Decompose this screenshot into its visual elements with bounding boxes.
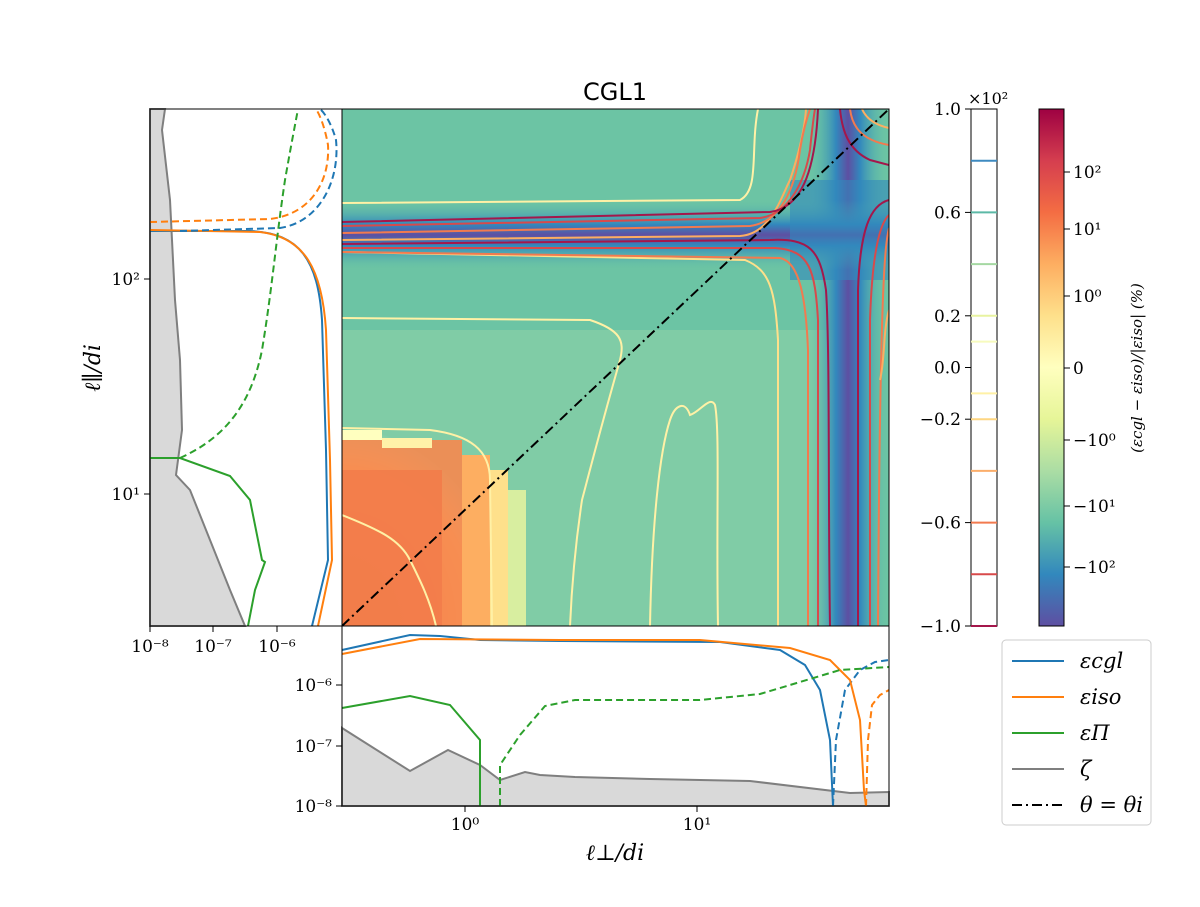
contour-colorbar-tick-label: 1.0	[934, 100, 961, 120]
left-panel	[149, 108, 338, 627]
left-panel-frame	[149, 108, 343, 627]
contour-line	[861, 109, 889, 129]
main-colorbar	[1038, 108, 1065, 627]
contour-line	[342, 251, 809, 626]
bottom-x-tick-label: 10⁰	[451, 815, 480, 835]
left-y-tick-label: 10¹	[112, 485, 140, 505]
main-colorbar-tick-label: 10⁰	[1073, 287, 1102, 307]
contour-line	[342, 317, 623, 626]
contour-colorbar-tick-label: −0.2	[920, 410, 961, 430]
left-epi-solid	[150, 457, 267, 627]
bottom-epi-dashed	[499, 666, 890, 806]
y-axis-label: ℓ∥/di	[81, 344, 106, 392]
bottom-y-tick-label: 10⁻⁷	[295, 737, 333, 757]
legend-label: εiso	[1080, 685, 1121, 709]
contour-line	[649, 400, 719, 626]
left-ecgl-dashed	[179, 108, 338, 232]
contour-line	[879, 309, 889, 381]
contour-line	[877, 227, 889, 626]
bottom-eiso	[341, 637, 867, 807]
bottom-panel	[341, 633, 890, 807]
zeta-area-bottom	[341, 726, 890, 807]
legend-label: ζ	[1080, 757, 1093, 781]
contour-line	[849, 109, 889, 146]
left-epi-dashed	[179, 108, 299, 459]
main-colorbar-tick-label: −10¹	[1073, 497, 1116, 517]
left-x-tick-label: 10⁻⁸	[131, 637, 169, 657]
contour-line	[342, 109, 759, 204]
bottom-y-tick-label: 10⁻⁶	[295, 676, 333, 696]
main-colorbar-tick-label: 0	[1073, 359, 1084, 379]
left-eiso-dashed	[149, 108, 330, 223]
contour-colorbar-ticks: 1.0 0.6 0.2 0.0 −0.2 −0.6 −1.0	[920, 100, 971, 637]
contour-colorbar-tick-label: 0.6	[934, 203, 961, 223]
bottom-x-tick-label: 10¹	[683, 815, 711, 835]
zeta-area	[149, 108, 247, 627]
contour-line	[857, 199, 889, 626]
contour-line	[342, 251, 779, 626]
theta-diagonal-line	[342, 109, 889, 626]
contour-colorbar-tick-label: 0.2	[934, 307, 961, 327]
chart-title: CGL1	[583, 78, 647, 106]
contour-colorbar-tick-label: −0.6	[920, 514, 961, 534]
contour-line	[342, 247, 819, 626]
x-axis-label: ℓ⊥/di	[586, 841, 644, 866]
legend-label: θ = θi	[1080, 793, 1143, 817]
contour-line	[342, 514, 437, 626]
main-colorbar-tick-label: −10⁰	[1073, 431, 1116, 451]
legend-label: εΠ	[1080, 721, 1110, 745]
contour-line	[869, 214, 889, 626]
contour-line	[342, 427, 493, 626]
contour-colorbar	[970, 108, 998, 627]
contour-colorbar-tick-label: −1.0	[920, 617, 961, 637]
contour-line	[839, 109, 889, 166]
bottom-panel-frame	[341, 625, 890, 807]
bottom-y-tick-label: 10⁻⁸	[295, 797, 333, 817]
contour-colorbar-tick-label: 0.0	[934, 359, 961, 379]
contour-line	[342, 109, 816, 227]
main-colorbar-tick-label: −10²	[1073, 558, 1116, 578]
contour-line	[342, 109, 811, 234]
legend: εcgl εiso εΠ ζ θ = θi	[1001, 639, 1152, 826]
contour-line	[342, 238, 831, 626]
main-colorbar-label: (εcgl − εiso)/|εiso| (%)	[1128, 283, 1146, 453]
axis-ticks	[144, 278, 698, 812]
main-colorbar-tick-label: 10²	[1073, 163, 1101, 183]
contour-line	[342, 109, 819, 223]
bottom-ecgl-dashed	[832, 659, 890, 807]
left-eiso-solid	[149, 229, 334, 627]
left-x-tick-label: 10⁻⁶	[258, 637, 296, 657]
main-colorbar-tick-label: 10¹	[1073, 220, 1101, 240]
contour-colorbar-multiplier: ×10²	[968, 89, 1008, 108]
bottom-epi-solid	[341, 694, 481, 806]
legend-label: εcgl	[1080, 649, 1123, 673]
main-colorbar-ticks: 10² 10¹ 10⁰ 0 −10⁰ −10¹ −10²	[1064, 163, 1116, 578]
left-y-tick-label: 10²	[112, 270, 140, 290]
main-heatmap-panel	[342, 109, 889, 626]
bottom-eiso-dashed	[865, 689, 890, 807]
left-x-tick-label: 10⁻⁷	[194, 637, 232, 657]
